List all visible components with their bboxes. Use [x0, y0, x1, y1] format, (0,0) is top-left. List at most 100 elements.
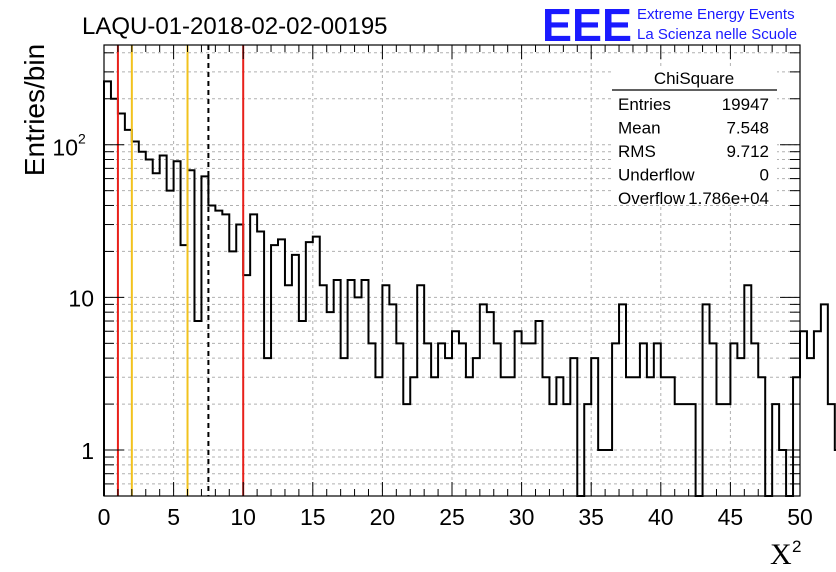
histogram-bin	[591, 358, 598, 496]
x-axis-label: X 2	[770, 537, 801, 571]
histogram-bin	[612, 343, 619, 496]
histogram-bin	[536, 321, 543, 496]
histogram-bin	[417, 285, 424, 496]
histogram-bin	[375, 377, 382, 496]
histogram-bin	[807, 358, 814, 496]
histogram-bin	[104, 81, 111, 496]
histogram-bin	[515, 331, 522, 496]
histogram-bin	[487, 312, 494, 496]
histogram-bin	[668, 377, 675, 496]
histogram-bin	[271, 245, 278, 496]
histogram-bin	[118, 114, 125, 496]
histogram-bin	[188, 170, 195, 496]
histogram-bin	[194, 321, 201, 496]
histogram-bin	[710, 343, 717, 496]
histogram-bin	[563, 404, 570, 496]
histogram-bin	[529, 343, 536, 496]
x-tick-label: 40	[648, 504, 674, 530]
stats-row-value: 9.712	[726, 142, 769, 161]
histogram-bin	[348, 280, 355, 496]
x-tick-label: 30	[509, 504, 535, 530]
histogram-bin	[445, 358, 452, 496]
histogram-bin	[542, 377, 549, 496]
stats-row-value: 0	[760, 166, 769, 185]
histogram-bin	[549, 404, 556, 496]
x-tick-label: 15	[300, 504, 326, 530]
stats-box-title: ChiSquare	[654, 69, 734, 88]
histogram-bin	[208, 205, 215, 496]
histogram-bin	[278, 239, 285, 496]
histogram-bin	[410, 377, 417, 496]
histogram-bin	[689, 404, 696, 496]
x-tick-label: 5	[167, 504, 180, 530]
histogram-bin	[201, 176, 208, 496]
histogram-bin	[633, 377, 640, 496]
histogram-bin	[501, 377, 508, 496]
histogram-bin	[508, 377, 515, 496]
y-tick-label: 10	[68, 285, 94, 311]
stats-box-background	[612, 66, 777, 202]
histogram-bin	[215, 211, 222, 496]
histogram-bin	[452, 331, 459, 496]
x-tick-label: 45	[718, 504, 744, 530]
histogram-bin	[661, 377, 668, 496]
histogram-bin	[362, 280, 369, 496]
x-tick-label: 50	[787, 504, 813, 530]
y-tick-label: 10	[52, 135, 78, 161]
histogram-bin	[438, 343, 445, 496]
stats-row-label: Entries	[618, 95, 671, 114]
histogram-bin	[313, 237, 320, 496]
histogram-bin	[556, 377, 563, 496]
histogram-bin	[522, 343, 529, 496]
histogram-bin	[584, 404, 591, 496]
histogram-bin	[675, 404, 682, 496]
histogram-bin	[236, 225, 243, 496]
logo-line-2: La Scienza nelle Scuole	[637, 26, 797, 43]
histogram-bin	[403, 404, 410, 496]
histogram-bin	[703, 304, 710, 496]
histogram-bin	[682, 404, 689, 496]
histogram-bin	[466, 377, 473, 496]
histogram-bin	[389, 304, 396, 496]
histogram-bin	[222, 214, 229, 496]
x-tick-label: 35	[578, 504, 604, 530]
histogram-bin	[285, 285, 292, 496]
histogram-bin	[125, 130, 132, 496]
histogram-bin	[431, 377, 438, 496]
x-tick-label: 20	[370, 504, 396, 530]
histogram-bin	[334, 280, 341, 496]
histogram-bin	[153, 173, 160, 496]
histogram-bin	[132, 141, 139, 496]
histogram-bin	[737, 358, 744, 496]
histogram-bin	[368, 343, 375, 496]
histogram-bin	[181, 245, 188, 496]
stats-row-label: Overflow	[618, 189, 686, 208]
histogram-bin	[459, 343, 466, 496]
y-tick-label-exponent: 2	[78, 131, 86, 147]
histogram-bin	[146, 160, 153, 496]
histogram-bin	[306, 242, 313, 496]
x-tick-label: 10	[230, 504, 256, 530]
eee-logo-text: EEE	[542, 0, 632, 51]
histogram-bin	[619, 304, 626, 496]
logo-line-1: Extreme Energy Events	[637, 6, 795, 23]
histogram-bin	[730, 343, 737, 496]
y-tick-label: 1	[81, 438, 94, 464]
histogram-bin	[640, 343, 647, 496]
histogram-bin	[744, 285, 751, 496]
stats-box: ChiSquare Entries 19947 Mean 7.548 RMS 9.712 U…	[612, 66, 777, 208]
histogram-bin	[320, 285, 327, 496]
stats-row-label: Underflow	[618, 166, 695, 185]
histogram-bin	[772, 404, 779, 496]
histogram-bin	[292, 255, 299, 496]
y-axis-label: Entries/bin	[19, 44, 50, 176]
run-title: LAQU-01-2018-02-02-00195	[82, 13, 388, 40]
histogram-bin	[654, 343, 661, 496]
histogram-bin	[396, 343, 403, 496]
histogram-bin	[800, 331, 807, 496]
histogram-bin	[647, 377, 654, 496]
stats-row-value: 1.786e+04	[688, 189, 769, 208]
histogram-bin	[355, 297, 362, 496]
